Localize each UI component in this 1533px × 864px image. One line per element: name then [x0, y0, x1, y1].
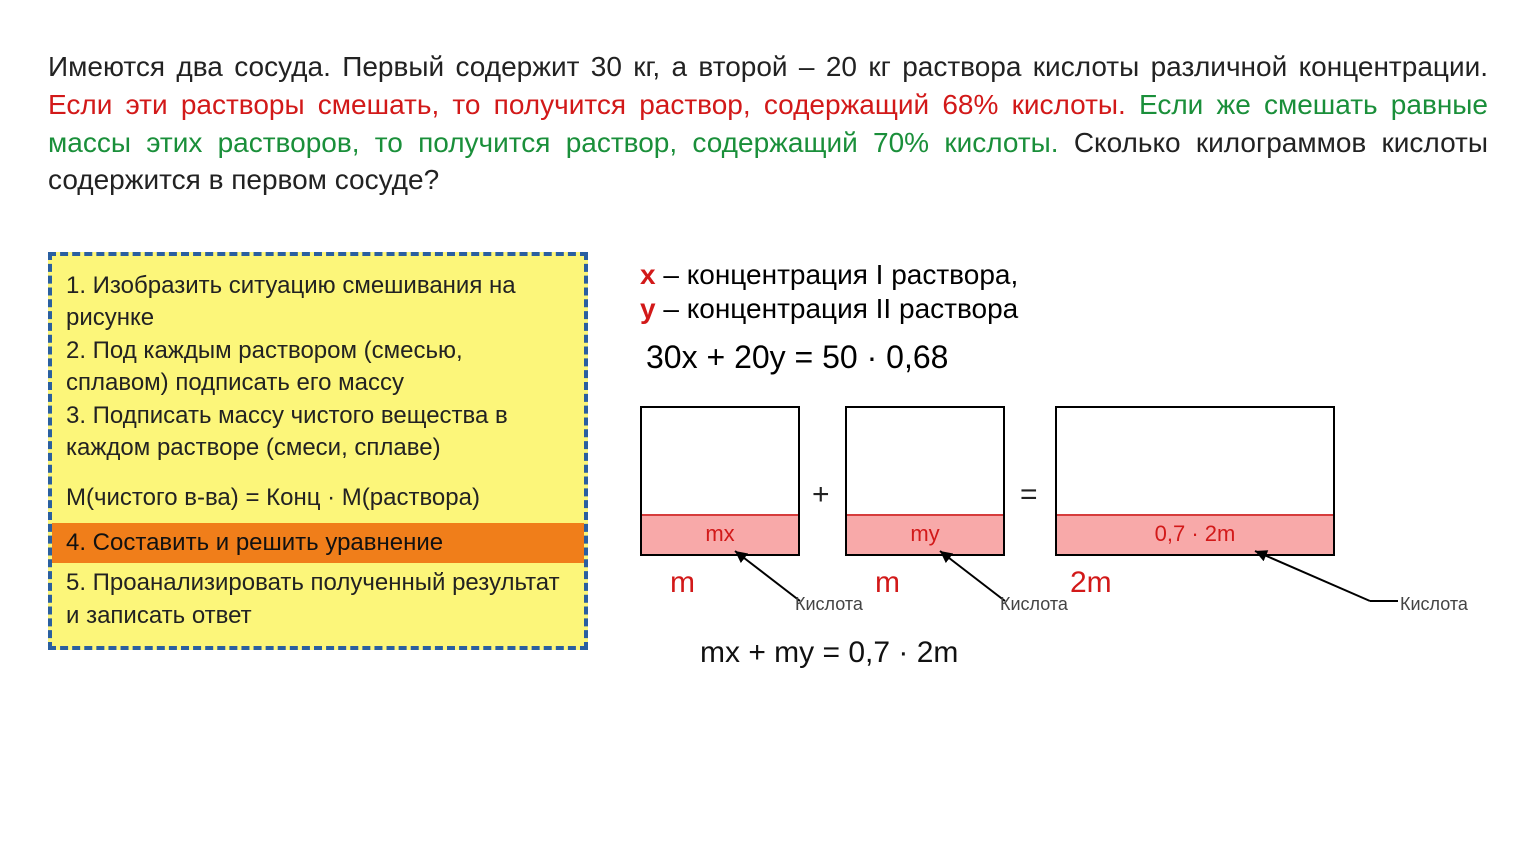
vessel-2: my: [845, 406, 1005, 556]
step-4-highlight: 4. Составить и решить уравнение: [52, 523, 584, 563]
vessel-3-fill-label: 0,7 · 2m: [1155, 521, 1236, 546]
problem-statement: Имеются два сосуда. Первый содержит 30 к…: [48, 48, 1488, 199]
step-1: 1. Изобразить ситуацию смешивания на рис…: [66, 270, 570, 335]
vessel-1-fill-label: mx: [705, 521, 734, 546]
step-2: 2. Под каждым раствором (смесью, сплавом…: [66, 335, 570, 400]
acid-label-1: Кислота: [795, 594, 863, 615]
step-3: 3. Подписать массу чистого вещества в ка…: [66, 400, 570, 465]
vessel-1: mx: [640, 406, 800, 556]
var-y-line: y – концентрация II раствора: [640, 292, 1500, 326]
vessel-2-fill-label: my: [910, 521, 939, 546]
equation-2: mx + my = 0,7 · 2m: [700, 636, 958, 670]
steps-panel: 1. Изобразить ситуацию смешивания на рис…: [48, 252, 588, 650]
mixing-diagram: mx + my = 0,7 · 2m m m 2m Кислота: [640, 406, 1500, 646]
vessel-3-mass: 2m: [1070, 566, 1112, 600]
variable-definitions: x – концентрация I раствора, y – концент…: [640, 258, 1500, 325]
vessel-3: 0,7 · 2m: [1055, 406, 1335, 556]
vessel-1-mass: m: [670, 566, 695, 600]
acid-label-3: Кислота: [1400, 594, 1468, 615]
var-y-desc: – концентрация II раствора: [656, 293, 1019, 324]
problem-part2-red: Если эти растворы смешать, то получится …: [48, 89, 1139, 120]
acid-label-2: Кислота: [1000, 594, 1068, 615]
var-y-letter: y: [640, 293, 656, 324]
equation-1: 30x + 20y = 50 · 0,68: [646, 339, 1500, 376]
equals-operator: =: [1020, 478, 1038, 512]
var-x-desc: – концентрация I раствора,: [656, 259, 1019, 290]
vessel-2-mass: m: [875, 566, 900, 600]
var-x-letter: x: [640, 259, 656, 290]
var-x-line: x – концентрация I раствора,: [640, 258, 1500, 292]
plus-operator: +: [812, 478, 830, 512]
solution-area: x – концентрация I раствора, y – концент…: [640, 258, 1500, 646]
arrow-3: [1230, 546, 1400, 616]
mass-formula: M(чистого в-ва) = Конц · М(раствора): [66, 482, 570, 514]
problem-part1: Имеются два сосуда. Первый содержит 30 к…: [48, 51, 1488, 82]
step-5: 5. Проанализировать полученный результат…: [66, 567, 570, 632]
